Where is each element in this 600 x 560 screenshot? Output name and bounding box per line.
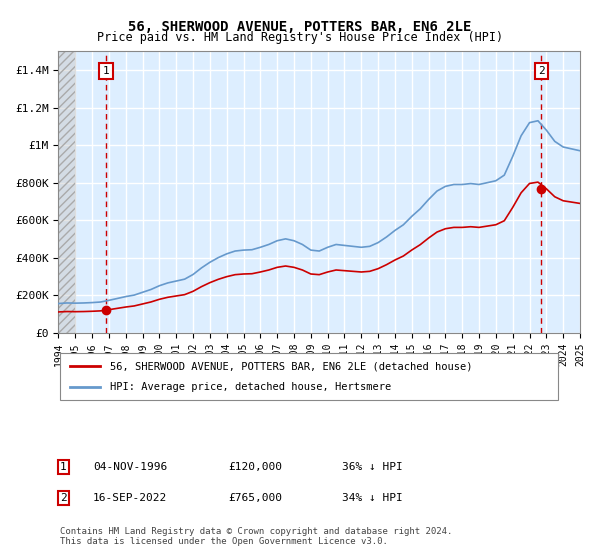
Text: 2: 2 (60, 493, 67, 503)
Text: £765,000: £765,000 (228, 493, 282, 503)
Text: 1: 1 (103, 66, 109, 76)
Text: £120,000: £120,000 (228, 462, 282, 472)
Text: 04-NOV-1996: 04-NOV-1996 (93, 462, 167, 472)
Text: 56, SHERWOOD AVENUE, POTTERS BAR, EN6 2LE (detached house): 56, SHERWOOD AVENUE, POTTERS BAR, EN6 2L… (110, 361, 472, 371)
Text: Contains HM Land Registry data © Crown copyright and database right 2024.
This d: Contains HM Land Registry data © Crown c… (60, 526, 452, 546)
Text: HPI: Average price, detached house, Hertsmere: HPI: Average price, detached house, Hert… (110, 382, 391, 392)
Text: 56, SHERWOOD AVENUE, POTTERS BAR, EN6 2LE: 56, SHERWOOD AVENUE, POTTERS BAR, EN6 2L… (128, 20, 472, 34)
Text: 36% ↓ HPI: 36% ↓ HPI (342, 462, 403, 472)
Bar (58, 52, 75, 333)
Text: 34% ↓ HPI: 34% ↓ HPI (342, 493, 403, 503)
Text: Price paid vs. HM Land Registry's House Price Index (HPI): Price paid vs. HM Land Registry's House … (97, 31, 503, 44)
Bar (58, 52, 75, 333)
FancyBboxPatch shape (60, 353, 558, 400)
Text: 2: 2 (538, 66, 545, 76)
Text: 16-SEP-2022: 16-SEP-2022 (93, 493, 167, 503)
Text: 1: 1 (60, 462, 67, 472)
